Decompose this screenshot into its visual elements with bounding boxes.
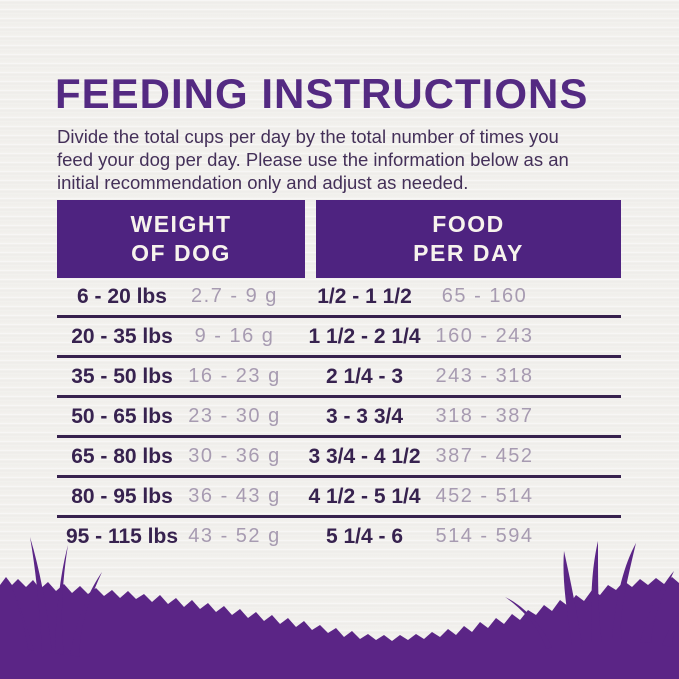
cups-cell: 1/2 - 1 1/2 [317,284,412,308]
weight-lbs-cell: 6 - 20 lbs [77,284,167,308]
weight-g-cell: 16 - 23 g [188,365,281,387]
header-weight-line1: WEIGHT [130,211,232,237]
intro-line-1: Divide the total cups per day by the tot… [57,126,559,147]
cups-cell: 4 1/2 - 5 1/4 [308,484,421,508]
grass-blade [662,613,679,647]
weight-lbs-cell: 65 - 80 lbs [71,444,173,468]
intro-line-3: initial recommendation only and adjust a… [57,172,469,193]
table-row: 95 - 115 lbs 43 - 52 g 5 1/4 - 6 514 - 5… [57,518,621,555]
cups-cell: 5 1/4 - 6 [325,524,404,548]
weight-lbs-cell: 20 - 35 lbs [71,324,173,348]
grass-blade [612,543,636,639]
page-title: FEEDING INSTRUCTIONS [55,70,589,118]
cups-cell: 2 1/4 - 3 [325,364,404,388]
header-food-per-day: FOOD PER DAY [316,200,621,278]
weight-lbs-cell: 50 - 65 lbs [71,404,173,428]
table-row: 50 - 65 lbs 23 - 30 g 3 - 3 3/4 318 - 38… [57,398,621,438]
header-weight-line2: OF DOG [131,240,231,266]
table-row: 35 - 50 lbs 16 - 23 g 2 1/4 - 3 243 - 31… [57,358,621,398]
header-weight-of-dog: WEIGHT OF DOG [57,200,305,278]
grams-day-cell: 160 - 243 [435,325,534,347]
grass-mound [0,577,679,679]
grass-blade [70,572,102,657]
grams-day-cell: 387 - 452 [435,445,534,467]
cups-cell: 1 1/2 - 2 1/4 [308,324,421,348]
grass-blade [591,541,602,642]
weight-g-cell: 36 - 43 g [188,485,281,507]
grass-blade [640,571,674,643]
table-row: 65 - 80 lbs 30 - 36 g 3 3/4 - 4 1/2 387 … [57,438,621,478]
grams-day-cell: 243 - 318 [435,365,534,387]
cups-cell: 3 - 3 3/4 [325,404,404,428]
table-row: 20 - 35 lbs 9 - 16 g 1 1/2 - 2 1/4 160 -… [57,318,621,358]
weight-g-cell: 2.7 - 9 g [191,285,278,307]
weight-g-cell: 30 - 36 g [188,445,281,467]
feeding-table: WEIGHT OF DOG FOOD PER DAY 6 - 20 lbs 2.… [57,200,621,555]
grass-blade [505,597,552,649]
grams-day-cell: 65 - 160 [441,285,528,307]
weight-g-cell: 9 - 16 g [194,325,275,347]
table-body: 6 - 20 lbs 2.7 - 9 g 1/2 - 1 1/2 65 - 16… [57,278,621,555]
cups-cell: 3 3/4 - 4 1/2 [308,444,421,468]
weight-g-cell: 43 - 52 g [188,525,281,547]
grass-blade [30,537,52,653]
weight-g-cell: 23 - 30 g [188,405,281,427]
intro-text: Divide the total cups per day by the tot… [57,125,637,194]
weight-lbs-cell: 95 - 115 lbs [65,524,179,548]
grass-blade [55,545,68,655]
grass-blade [563,551,582,645]
grams-day-cell: 514 - 594 [435,525,534,547]
weight-lbs-cell: 80 - 95 lbs [71,484,173,508]
grass-silhouette-graphic [0,537,679,679]
grams-day-cell: 318 - 387 [435,405,534,427]
grams-day-cell: 452 - 514 [435,485,534,507]
table-row: 6 - 20 lbs 2.7 - 9 g 1/2 - 1 1/2 65 - 16… [57,278,621,318]
header-food-line1: FOOD [432,211,505,237]
intro-line-2: feed your dog per day. Please use the in… [57,149,569,170]
header-food-line2: PER DAY [413,240,524,266]
weight-lbs-cell: 35 - 50 lbs [71,364,173,388]
table-row: 80 - 95 lbs 36 - 43 g 4 1/2 - 5 1/4 452 … [57,478,621,518]
grass-blade [8,579,34,651]
table-header-row: WEIGHT OF DOG FOOD PER DAY [57,200,621,278]
